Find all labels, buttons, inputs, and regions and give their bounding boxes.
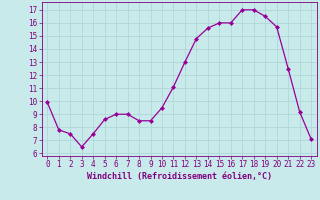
X-axis label: Windchill (Refroidissement éolien,°C): Windchill (Refroidissement éolien,°C) (87, 172, 272, 181)
